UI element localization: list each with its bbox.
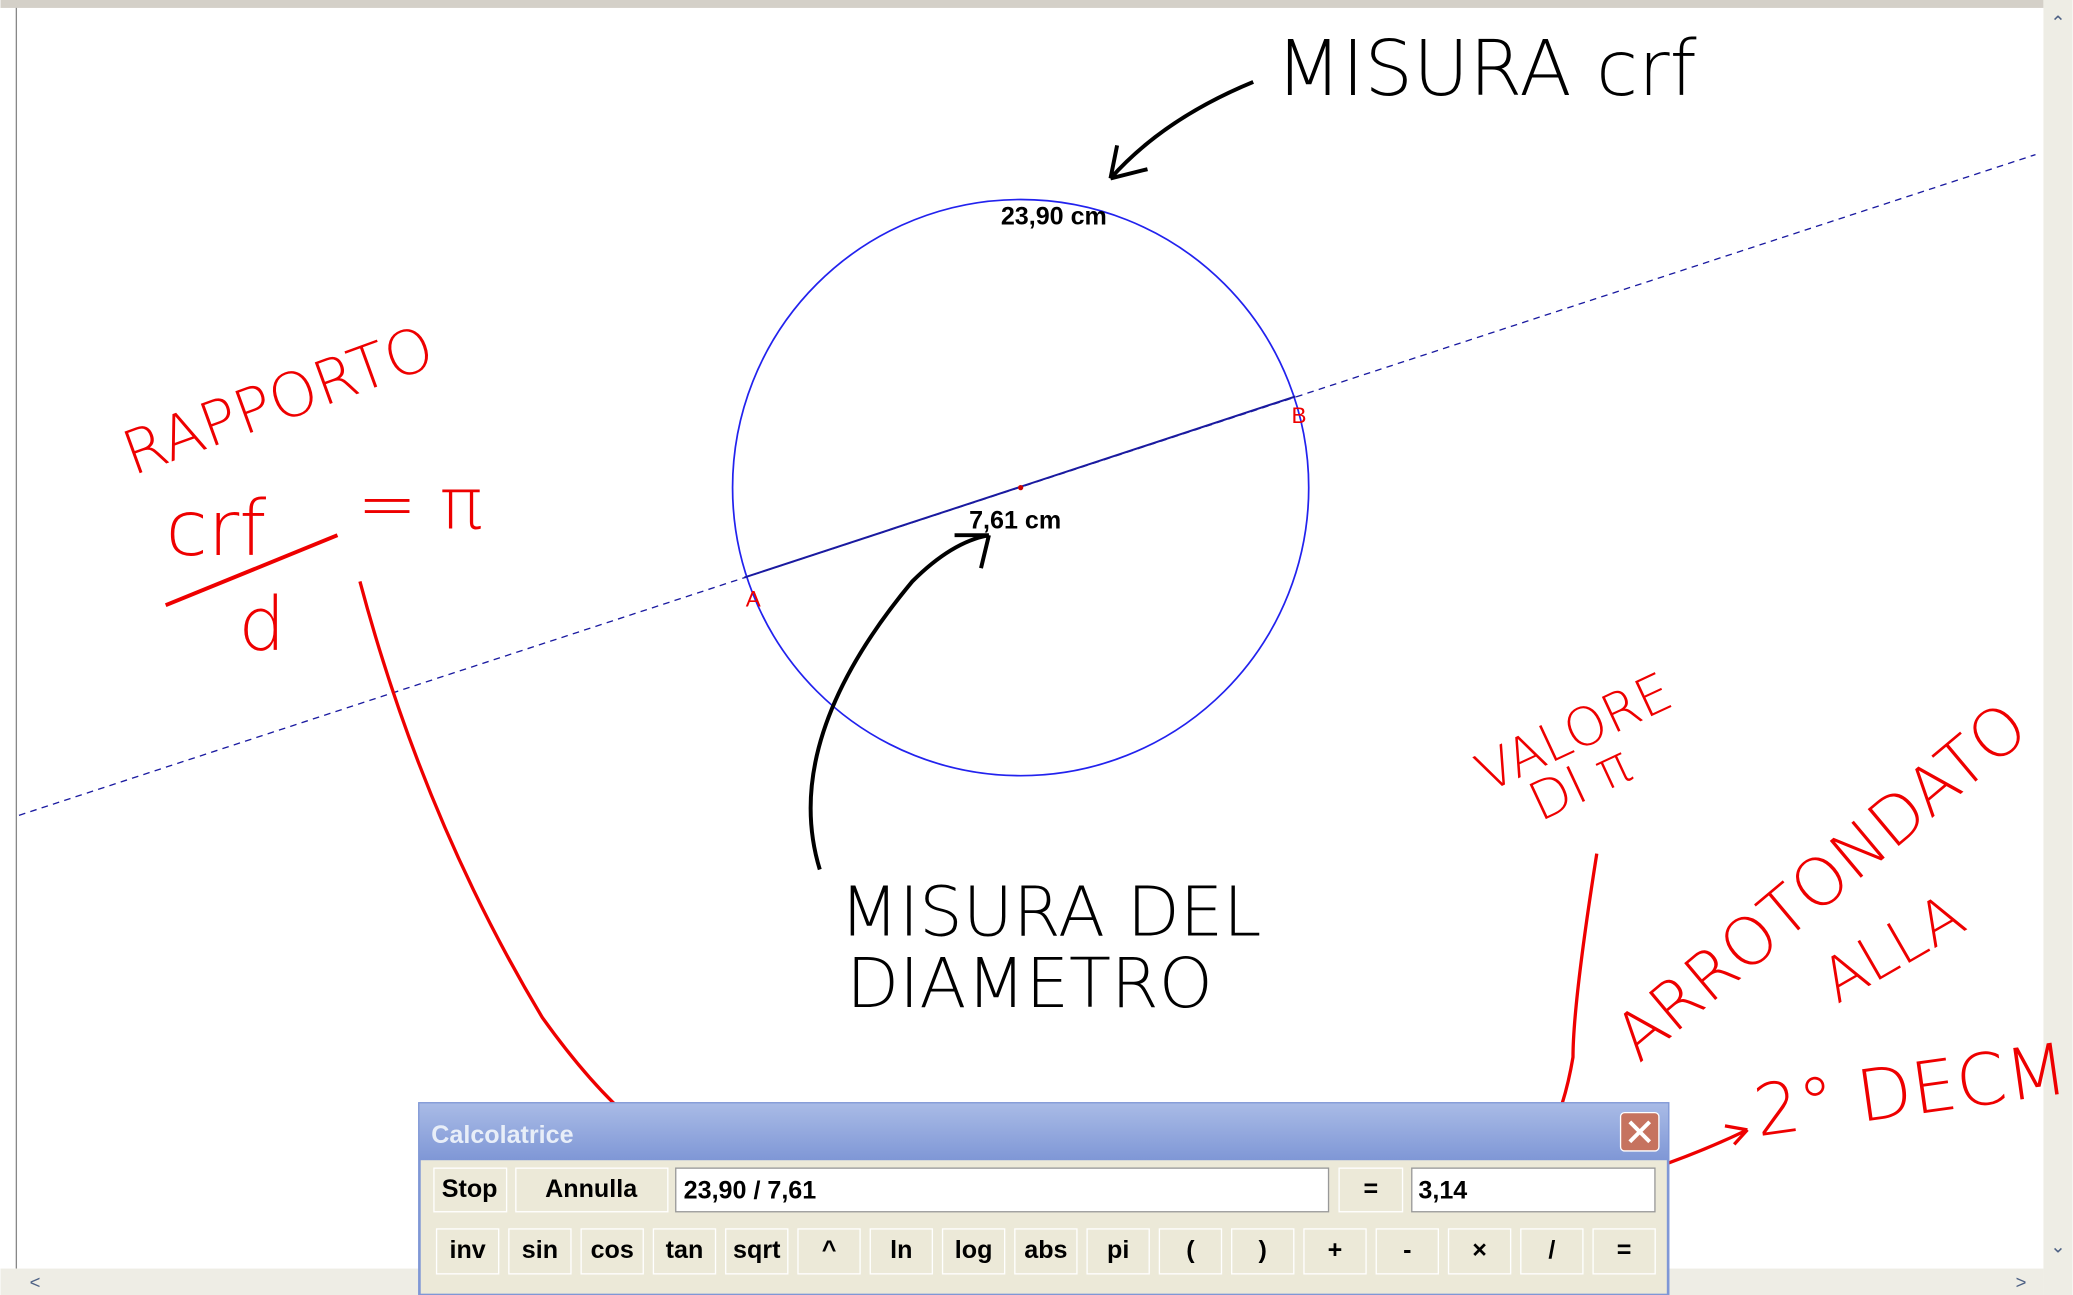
button[interactable]: × — [1449, 1229, 1511, 1274]
button-label: sqrt — [733, 1236, 781, 1264]
button[interactable]: = — [1339, 1168, 1402, 1212]
button[interactable]: = — [1593, 1229, 1655, 1274]
scroll-left[interactable]: < — [30, 1271, 41, 1292]
close-button[interactable] — [1621, 1113, 1659, 1151]
button[interactable]: ( — [1159, 1229, 1221, 1274]
button-label: ln — [890, 1236, 912, 1264]
button-label: abs — [1024, 1236, 1067, 1264]
annotation: MISURA DEL — [840, 873, 1262, 953]
menu-bar — [1, 0, 2044, 8]
screen: ⌃ ⌄ < > 23,90 cm 7,61 cm A B MISURA crf … — [0, 0, 2073, 1295]
button-label: Stop — [442, 1175, 498, 1203]
page: ⌃ ⌄ < > 23,90 cm 7,61 cm A B MISURA crf … — [0, 0, 2073, 1295]
button-label: = — [1363, 1175, 1378, 1203]
button-label: sin — [522, 1236, 558, 1264]
scroll-up[interactable]: ⌃ — [2050, 12, 2066, 33]
calculator-window: Calcolatrice Stop Annulla 23,90 / 7,61 =… — [419, 1103, 1668, 1295]
button[interactable]: sqrt — [726, 1229, 788, 1274]
button-label: ( — [1186, 1236, 1195, 1264]
button[interactable]: log — [943, 1229, 1005, 1274]
button[interactable]: sin — [509, 1229, 571, 1274]
button[interactable]: - — [1376, 1229, 1438, 1274]
button[interactable]: + — [1304, 1229, 1366, 1274]
point-label: B — [1292, 403, 1307, 428]
button[interactable]: Annulla — [516, 1168, 668, 1212]
scroll-down[interactable]: ⌄ — [2050, 1236, 2066, 1257]
button-label: / — [1548, 1236, 1555, 1264]
expression: 23,90 / 7,61 — [684, 1177, 817, 1205]
button-label: Annulla — [545, 1175, 638, 1203]
button[interactable]: ) — [1232, 1229, 1294, 1274]
button-label: - — [1403, 1236, 1411, 1264]
button[interactable]: pi — [1087, 1229, 1149, 1274]
button-label: inv — [449, 1236, 485, 1264]
button-label: tan — [666, 1236, 704, 1264]
button-label: = — [1617, 1236, 1632, 1264]
window-title: Calcolatrice — [431, 1121, 573, 1149]
annotation: MISURA crf — [1276, 25, 1697, 114]
button[interactable]: inv — [437, 1229, 499, 1274]
annotation: d — [238, 582, 285, 668]
button-label: log — [955, 1236, 993, 1264]
button-label: cos — [591, 1236, 634, 1264]
annotation: DIAMETRO — [846, 944, 1213, 1024]
title-bar — [419, 1103, 1668, 1160]
button[interactable]: tan — [653, 1229, 715, 1274]
annotation: crf — [166, 485, 267, 574]
button-label: pi — [1107, 1236, 1129, 1264]
button-label: + — [1328, 1236, 1343, 1264]
button-label: ^ — [822, 1236, 837, 1264]
button-label: ) — [1259, 1236, 1267, 1264]
scroll-right[interactable]: > — [2016, 1271, 2027, 1292]
button[interactable]: abs — [1015, 1229, 1077, 1274]
result: 3,14 — [1418, 1177, 1467, 1205]
circumference-label: 23,90 cm — [1001, 203, 1107, 231]
annotation: = π — [357, 463, 482, 546]
button[interactable]: Stop — [434, 1168, 507, 1212]
button-label: × — [1472, 1236, 1487, 1264]
center-point — [1018, 485, 1023, 490]
point-label: A — [746, 587, 761, 612]
button[interactable]: ln — [870, 1229, 932, 1274]
diameter-label: 7,61 cm — [969, 507, 1061, 535]
button[interactable]: / — [1521, 1229, 1583, 1274]
button[interactable]: ^ — [798, 1229, 860, 1274]
button[interactable]: cos — [581, 1229, 643, 1274]
